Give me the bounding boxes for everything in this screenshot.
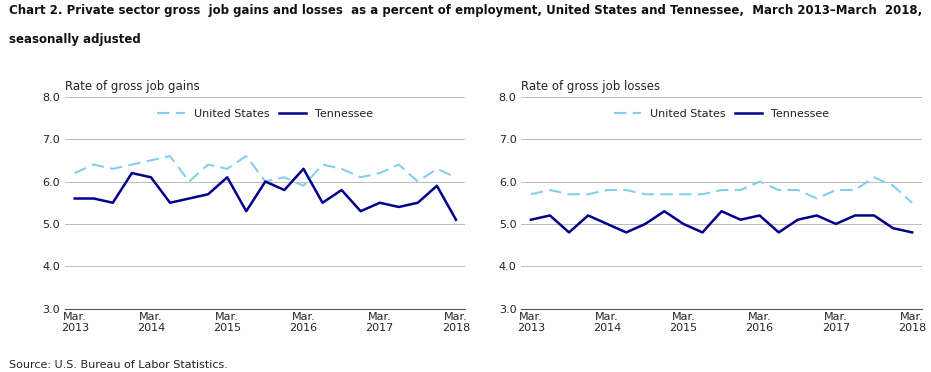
- Tennessee: [716, 209, 727, 214]
- Tennessee: [525, 218, 536, 222]
- United States: [298, 183, 309, 188]
- Tennessee: [317, 201, 328, 205]
- Tennessee: [849, 213, 860, 218]
- United States: [773, 188, 784, 192]
- Tennessee: [241, 209, 252, 214]
- Text: Chart 2. Private sector gross  job gains and losses  as a percent of employment,: Chart 2. Private sector gross job gains …: [9, 4, 923, 17]
- Tennessee: [298, 167, 309, 171]
- Tennessee: [183, 196, 195, 201]
- Tennessee: [583, 213, 594, 218]
- United States: [183, 179, 195, 184]
- Tennessee: [412, 201, 424, 205]
- United States: [849, 188, 860, 192]
- United States: [260, 179, 271, 184]
- Tennessee: [127, 171, 138, 175]
- Legend: United States, Tennessee: United States, Tennessee: [153, 105, 378, 123]
- Tennessee: [336, 188, 347, 192]
- Text: Rate of gross job gains: Rate of gross job gains: [65, 80, 200, 93]
- Tennessee: [754, 213, 765, 218]
- United States: [811, 196, 822, 201]
- Tennessee: [203, 192, 214, 196]
- Tennessee: [69, 196, 80, 201]
- Text: Rate of gross job losses: Rate of gross job losses: [521, 80, 660, 93]
- Tennessee: [601, 222, 613, 226]
- United States: [107, 167, 118, 171]
- Tennessee: [659, 209, 670, 214]
- Tennessee: [451, 218, 462, 222]
- Tennessee: [165, 201, 176, 205]
- United States: [563, 192, 574, 196]
- Tennessee: [887, 226, 898, 230]
- Tennessee: [773, 230, 784, 235]
- Tennessee: [260, 179, 271, 184]
- United States: [525, 192, 536, 196]
- United States: [165, 154, 176, 158]
- Tennessee: [735, 218, 746, 222]
- United States: [393, 162, 404, 167]
- Legend: United States, Tennessee: United States, Tennessee: [609, 105, 834, 123]
- Line: United States: United States: [74, 156, 456, 186]
- United States: [907, 201, 918, 205]
- Tennessee: [621, 230, 632, 235]
- United States: [412, 179, 424, 184]
- United States: [621, 188, 632, 192]
- United States: [792, 188, 803, 192]
- United States: [716, 188, 727, 192]
- United States: [678, 192, 689, 196]
- United States: [241, 154, 252, 158]
- Tennessee: [792, 218, 803, 222]
- United States: [887, 183, 898, 188]
- United States: [754, 179, 765, 184]
- United States: [317, 162, 328, 167]
- Tennessee: [145, 175, 156, 180]
- Tennessee: [278, 188, 290, 192]
- United States: [545, 188, 556, 192]
- Tennessee: [431, 183, 442, 188]
- Tennessee: [563, 230, 574, 235]
- United States: [697, 192, 708, 196]
- United States: [203, 162, 214, 167]
- United States: [355, 175, 366, 180]
- Line: Tennessee: Tennessee: [74, 169, 456, 220]
- Tennessee: [869, 213, 880, 218]
- Tennessee: [830, 222, 842, 226]
- United States: [601, 188, 613, 192]
- Line: Tennessee: Tennessee: [531, 211, 912, 232]
- United States: [431, 167, 442, 171]
- Tennessee: [355, 209, 366, 214]
- United States: [869, 175, 880, 180]
- Tennessee: [374, 201, 385, 205]
- Tennessee: [222, 175, 233, 180]
- Tennessee: [107, 201, 118, 205]
- Tennessee: [811, 213, 822, 218]
- Text: Source: U.S. Bureau of Labor Statistics.: Source: U.S. Bureau of Labor Statistics.: [9, 360, 228, 370]
- United States: [145, 158, 156, 163]
- Tennessee: [678, 222, 689, 226]
- Text: seasonally adjusted: seasonally adjusted: [9, 33, 142, 46]
- Tennessee: [545, 213, 556, 218]
- United States: [583, 192, 594, 196]
- United States: [451, 175, 462, 180]
- United States: [336, 167, 347, 171]
- United States: [659, 192, 670, 196]
- United States: [735, 188, 746, 192]
- United States: [640, 192, 651, 196]
- Tennessee: [640, 222, 651, 226]
- United States: [127, 162, 138, 167]
- United States: [69, 171, 80, 175]
- Tennessee: [907, 230, 918, 235]
- United States: [374, 171, 385, 175]
- Tennessee: [697, 230, 708, 235]
- Tennessee: [393, 205, 404, 209]
- Tennessee: [88, 196, 100, 201]
- United States: [278, 175, 290, 180]
- United States: [222, 167, 233, 171]
- United States: [88, 162, 100, 167]
- Line: United States: United States: [531, 177, 912, 203]
- United States: [830, 188, 842, 192]
